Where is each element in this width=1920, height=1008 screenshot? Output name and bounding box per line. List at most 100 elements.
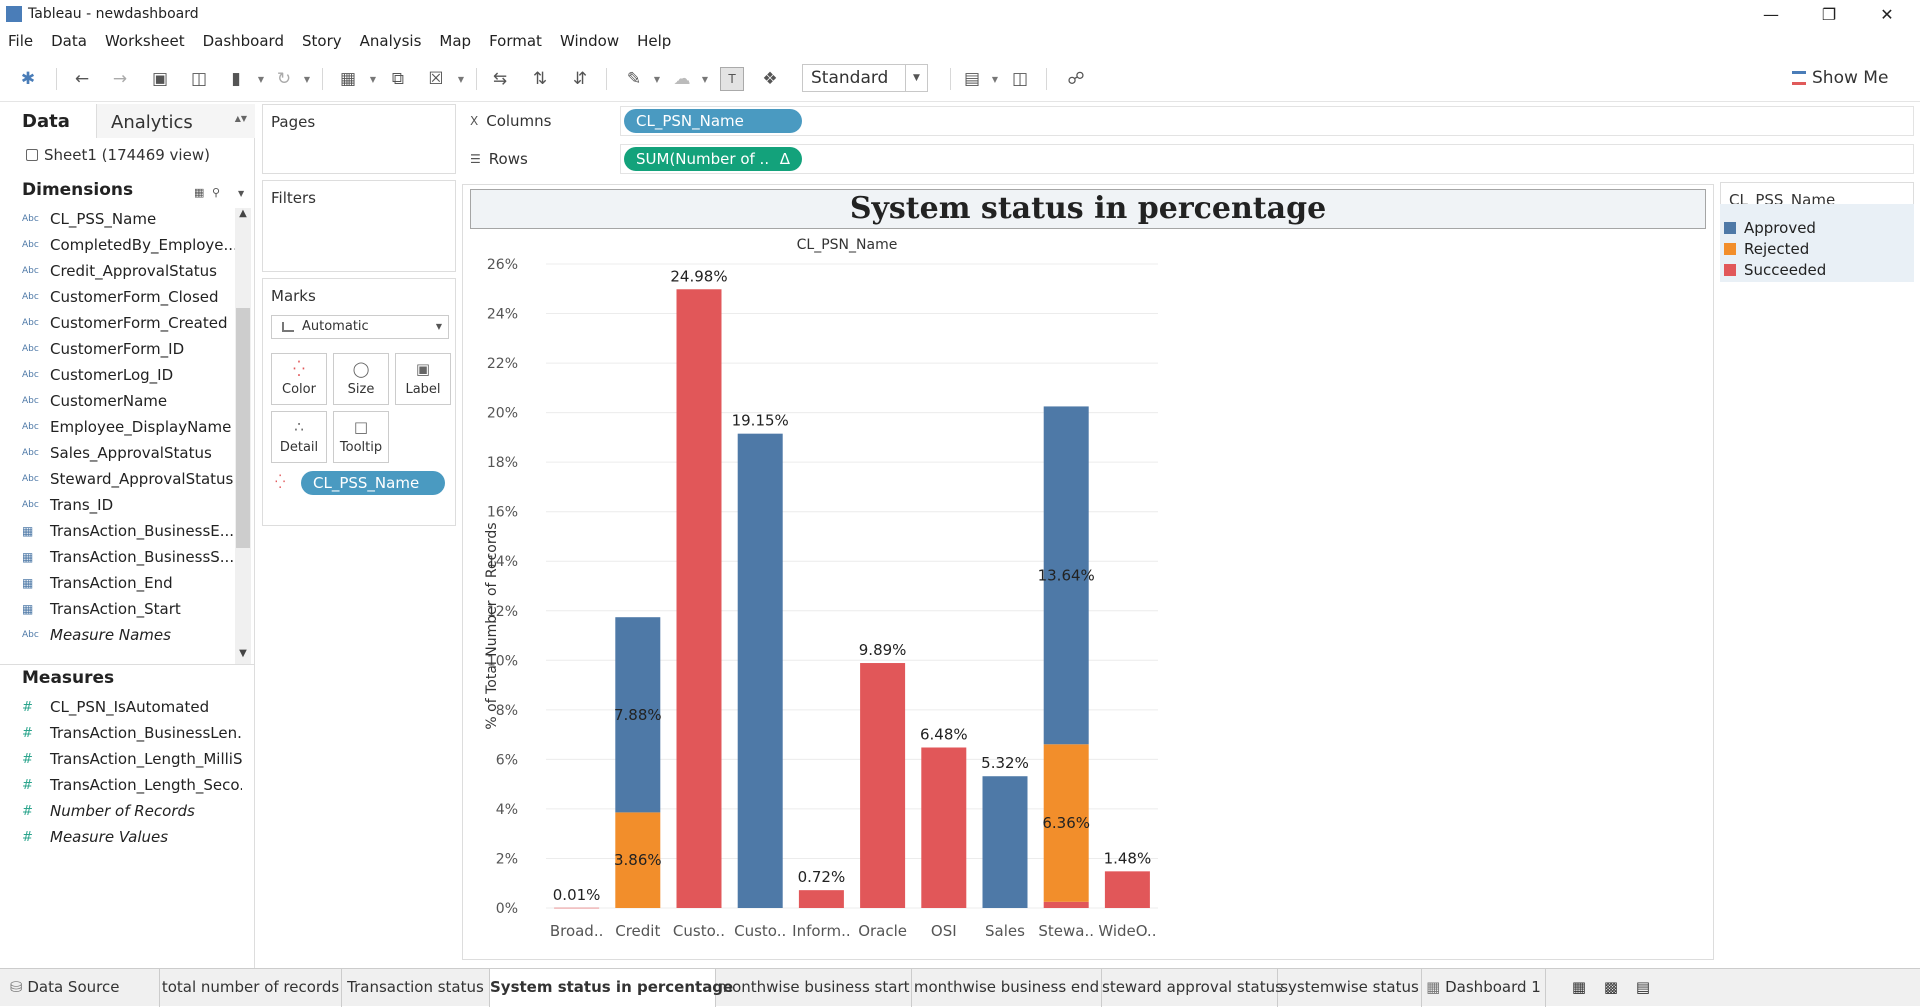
- scroll-up-icon[interactable]: ▲: [239, 208, 247, 219]
- dimension-field[interactable]: Abc CustomerForm_ID: [22, 338, 242, 360]
- share-icon[interactable]: ☍: [1067, 69, 1085, 89]
- color-field-pill[interactable]: CL_PSS_Name: [301, 471, 445, 495]
- undo-icon[interactable]: ←: [74, 69, 90, 89]
- presentation-mode-icon[interactable]: ◫: [1011, 69, 1029, 89]
- restore-icon[interactable]: ❐: [1821, 4, 1837, 24]
- mark-type-select[interactable]: Automatic ▼: [271, 315, 449, 339]
- label-button[interactable]: ▣ Label: [395, 353, 451, 405]
- new-worksheet-tab-icon[interactable]: ▦: [1571, 978, 1587, 996]
- menu-format[interactable]: Format: [489, 32, 542, 50]
- tab-worksheet[interactable]: monthwise business end: [912, 969, 1102, 1007]
- pause-updates-icon[interactable]: ▮: [231, 69, 241, 89]
- menu-analysis[interactable]: Analysis: [359, 32, 422, 50]
- show-mark-labels-icon[interactable]: T: [720, 67, 744, 91]
- fit-select[interactable]: Standard ▼: [802, 64, 928, 92]
- menu-dashboard[interactable]: Dashboard: [202, 32, 284, 50]
- dimension-field[interactable]: ▦ TransAction_BusinessS...: [22, 546, 242, 568]
- refresh-icon[interactable]: ↻: [276, 69, 292, 89]
- menu-file[interactable]: File: [8, 32, 34, 50]
- legend-item[interactable]: Rejected: [1724, 239, 1908, 259]
- pages-card[interactable]: Pages: [262, 104, 456, 174]
- measure-field[interactable]: # TransAction_BusinessLen...: [22, 722, 242, 744]
- new-worksheet-icon[interactable]: ▦: [339, 69, 357, 89]
- menu-help[interactable]: Help: [637, 32, 672, 50]
- tab-worksheet[interactable]: steward approval status: [1102, 969, 1283, 1007]
- new-story-tab-icon[interactable]: ▤: [1635, 978, 1651, 996]
- dimension-field[interactable]: Abc CustomerLog_ID: [22, 364, 242, 386]
- measure-field[interactable]: # TransAction_Length_Seco...: [22, 774, 242, 796]
- dimension-field[interactable]: ▦ TransAction_BusinessE...: [22, 520, 242, 542]
- view-list-icon[interactable]: ▦: [194, 186, 205, 199]
- dimension-field[interactable]: Abc Credit_ApprovalStatus: [22, 260, 242, 282]
- dimension-field[interactable]: Abc CustomerName: [22, 390, 242, 412]
- highlight-icon[interactable]: ✎: [626, 69, 642, 89]
- dimension-field[interactable]: Abc CustomerForm_Created: [22, 312, 242, 334]
- rows-shelf[interactable]: [620, 144, 1914, 174]
- menu-worksheet[interactable]: Worksheet: [104, 32, 185, 50]
- dimension-field[interactable]: ▦ TransAction_Start: [22, 598, 242, 620]
- group-dropdown-icon[interactable]: ▼: [701, 74, 709, 84]
- color-button[interactable]: ⁛ Color: [271, 353, 327, 405]
- tab-worksheet[interactable]: monthwise business start: [716, 969, 912, 1007]
- search-icon[interactable]: ⚲: [212, 186, 221, 199]
- tooltip-button[interactable]: □ Tooltip: [333, 411, 389, 463]
- minimize-icon[interactable]: —: [1763, 4, 1779, 24]
- columns-shelf[interactable]: [620, 106, 1914, 136]
- sort-ascending-icon[interactable]: ⇅: [532, 69, 548, 89]
- bar-chart[interactable]: 0% 2% 4% 6% 8% 10% 12% 14% 16% 18% 20% 22% 24% 26% CL_…: [462, 232, 1712, 940]
- tab-data[interactable]: Data: [0, 104, 96, 138]
- dimension-field[interactable]: ▦ TransAction_End: [22, 572, 242, 594]
- show-cards-icon[interactable]: ▤: [963, 69, 981, 89]
- refresh-dropdown-icon[interactable]: ▼: [303, 74, 311, 84]
- dimensions-menu-icon[interactable]: ▼: [238, 189, 245, 198]
- legend-item[interactable]: Approved: [1724, 218, 1908, 238]
- tab-worksheet[interactable]: total number of records: [160, 969, 342, 1007]
- dimension-field[interactable]: Abc Employee_DisplayName: [22, 416, 242, 438]
- legend-item[interactable]: Succeeded: [1724, 260, 1908, 280]
- show-me-button[interactable]: Show Me: [1792, 66, 1888, 90]
- clear-dropdown-icon[interactable]: ▼: [457, 74, 465, 84]
- detail-button[interactable]: ∴ Detail: [271, 411, 327, 463]
- highlight-dropdown-icon[interactable]: ▼: [653, 74, 661, 84]
- duplicate-sheet-icon[interactable]: ⧉: [391, 69, 405, 89]
- swap-rows-columns-icon[interactable]: ⇆: [492, 69, 508, 89]
- size-button[interactable]: ◯ Size: [333, 353, 389, 405]
- measure-field[interactable]: # Number of Records: [22, 800, 242, 822]
- save-icon[interactable]: ▣: [151, 69, 169, 89]
- dimension-field[interactable]: Abc Sales_ApprovalStatus: [22, 442, 242, 464]
- fix-axes-icon[interactable]: ❖: [762, 69, 778, 89]
- scroll-down-icon[interactable]: ▼: [239, 648, 247, 659]
- tab-data-source[interactable]: ⛁ Data Source: [0, 969, 160, 1007]
- scroll-thumb[interactable]: [236, 308, 250, 548]
- menu-window[interactable]: Window: [559, 32, 620, 50]
- rows-pill[interactable]: SUM(Number of .. Δ: [624, 147, 802, 171]
- tab-dashboard[interactable]: ▦ Dashboard 1: [1422, 969, 1546, 1007]
- tab-worksheet[interactable]: Transaction status: [342, 969, 490, 1007]
- columns-pill[interactable]: CL_PSN_Name: [624, 109, 802, 133]
- dimension-field[interactable]: Abc Trans_ID: [22, 494, 242, 516]
- dimension-field[interactable]: Abc CompletedBy_Employe...: [22, 234, 242, 256]
- tab-analytics[interactable]: Analytics ▲▼: [96, 104, 255, 138]
- dimension-field[interactable]: Abc CustomerForm_Closed: [22, 286, 242, 308]
- dimension-field[interactable]: Abc Steward_ApprovalStatus: [22, 468, 242, 490]
- tableau-logo-icon[interactable]: ✱: [20, 69, 36, 89]
- dimension-field[interactable]: Abc Measure Names: [22, 624, 242, 646]
- sort-descending-icon[interactable]: ⇵: [572, 69, 588, 89]
- new-dashboard-tab-icon[interactable]: ▩: [1603, 978, 1619, 996]
- filters-card[interactable]: Filters: [262, 180, 456, 272]
- menu-map[interactable]: Map: [439, 32, 472, 50]
- new-worksheet-dropdown-icon[interactable]: ▼: [369, 74, 377, 84]
- menu-story[interactable]: Story: [301, 32, 342, 50]
- tab-worksheet[interactable]: systemwise status: [1278, 969, 1422, 1007]
- dimension-field[interactable]: Abc CL_PSS_Name: [22, 208, 242, 230]
- group-members-icon[interactable]: ☁: [673, 69, 691, 89]
- redo-icon[interactable]: →: [112, 69, 128, 89]
- measure-field[interactable]: # CL_PSN_IsAutomated: [22, 696, 242, 718]
- collapse-icon[interactable]: ▲▼: [234, 114, 247, 123]
- menu-data[interactable]: Data: [51, 32, 87, 50]
- show-cards-dropdown-icon[interactable]: ▼: [991, 74, 999, 84]
- data-source-item[interactable]: Sheet1 (174469 view): [26, 146, 210, 164]
- close-icon[interactable]: ✕: [1880, 4, 1894, 24]
- measure-field[interactable]: # Measure Values: [22, 826, 242, 848]
- new-data-source-icon[interactable]: ◫: [190, 69, 208, 89]
